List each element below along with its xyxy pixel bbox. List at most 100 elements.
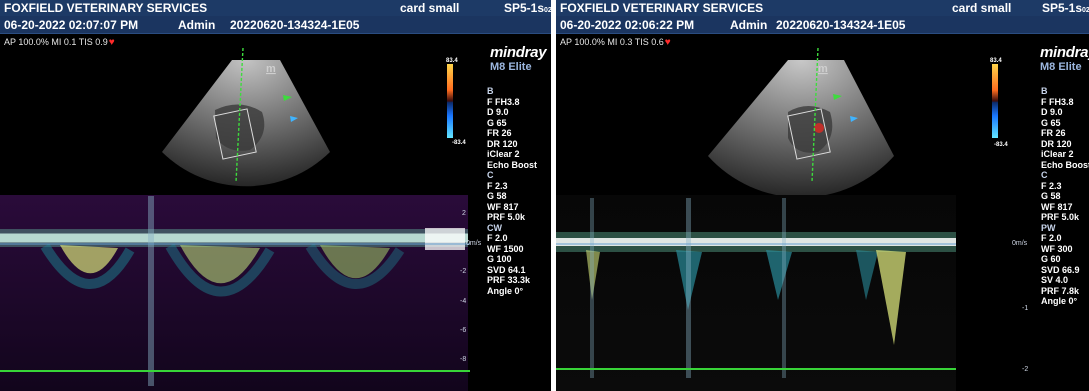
color-scale-bar (992, 64, 998, 138)
header-bar: FOXFIELD VETERINARY SERVICES card small … (0, 0, 551, 16)
exam-id: 20220620-134324-1E05 (230, 18, 360, 32)
param-item: PRF 5.0k (1041, 212, 1080, 222)
param-item: CW (487, 222, 502, 233)
param-item: F 2.0 (1041, 233, 1062, 243)
preset-label: card small (952, 1, 1012, 15)
subheader-bar: 06-20-2022 02:06:22 PM Admin 20220620-13… (556, 16, 1089, 34)
param-item: F 2.0 (487, 233, 508, 243)
scale-tick: 0m/s (466, 240, 482, 247)
param-item: DR 120 (1041, 138, 1072, 149)
param-item: DR 120 (487, 138, 518, 149)
scale-tick: -1 (1022, 305, 1029, 312)
brand-block: mindray M8 Elite (490, 44, 547, 73)
clinic-name: FOXFIELD VETERINARY SERVICES (560, 1, 764, 15)
green-marker-icon (833, 94, 842, 100)
right-ultrasound-panel: FOXFIELD VETERINARY SERVICES card small … (556, 0, 1089, 391)
bmode-chamber (215, 104, 265, 151)
scale-tick: 0m/s (1012, 240, 1028, 247)
param-item: iClear 2 (1041, 149, 1074, 159)
param-item: D 9.0 (1041, 107, 1063, 117)
cursor-line (235, 47, 244, 183)
probe-extra: 0220 (1082, 7, 1089, 14)
param-item: G 65 (1041, 117, 1061, 128)
heart-icon: ♥ (108, 37, 115, 48)
param-item: B (1041, 86, 1048, 96)
spectrum-traces (0, 196, 468, 386)
param-item: G 60 (1041, 254, 1061, 264)
bmode-chamber (788, 106, 833, 153)
param-item: F FH3.8 (487, 96, 520, 107)
operator: Admin (730, 18, 768, 32)
color-roi-box (213, 108, 257, 160)
brand-block: mindray M8 Elite (1040, 44, 1089, 73)
spectrum-traces (556, 198, 956, 378)
color-scale-bottom: -83.4 (452, 140, 466, 146)
preset-label: card small (400, 1, 460, 15)
param-item: PW (1041, 222, 1056, 233)
param-item: SVD 66.9 (1041, 264, 1080, 275)
color-scale-bar (447, 64, 453, 138)
sector-marker: m (818, 63, 828, 75)
color-flow-spot (814, 123, 824, 133)
clinic-name: FOXFIELD VETERINARY SERVICES (4, 1, 208, 15)
probe-extra: 0220 (544, 7, 551, 14)
probe-name: SP5-1s (1042, 1, 1083, 15)
param-item: Echo Boost (487, 159, 538, 170)
scale-tick: -8 (460, 356, 467, 363)
param-item: WF 1500 (487, 243, 524, 254)
param-item: Angle 0° (1041, 296, 1078, 306)
param-item: SV 4.0 (1041, 275, 1069, 285)
cursor-line (811, 47, 819, 183)
left-image-graphics: m (0, 47, 470, 391)
brand-logo: mindray (1040, 44, 1089, 61)
param-item: F 2.3 (1041, 180, 1062, 191)
color-scale-top: 83.4 (990, 58, 1002, 64)
param-item: PRF 7.8k (1041, 285, 1080, 296)
param-item: B (487, 86, 494, 96)
probe-name: SP5-1s (504, 1, 545, 15)
color-scale-top: 83.4 (446, 58, 458, 64)
header-bar: FOXFIELD VETERINARY SERVICES card small … (556, 0, 1089, 16)
param-item: WF 817 (487, 201, 519, 212)
scale-tick: -6 (460, 327, 467, 334)
param-item: C (1041, 170, 1048, 180)
blue-marker-icon (290, 116, 298, 122)
model-name: M8 Elite (1040, 61, 1082, 73)
scale-tick: -4 (460, 298, 467, 305)
imaging-params: B F FH3.8 D 9.0 G 65 FR 26 DR 120 iClear… (1041, 86, 1089, 307)
param-item: G 65 (487, 117, 507, 128)
param-item: G 58 (487, 191, 507, 201)
probe-label: SP5-1s0220 (1042, 1, 1089, 15)
param-item: C (487, 170, 494, 180)
acoustic-status-text: AP 100.0% MI 0.3 TIS 0.6 (560, 37, 664, 47)
param-item: FR 26 (487, 128, 512, 138)
param-item: G 100 (487, 254, 512, 264)
left-ultrasound-panel: FOXFIELD VETERINARY SERVICES card small … (0, 0, 551, 391)
operator: Admin (178, 18, 216, 32)
sector-marker: m (266, 63, 276, 75)
param-item: Echo Boost (1041, 159, 1089, 170)
acoustic-status: AP 100.0% MI 0.3 TIS 0.6♥ (560, 37, 671, 48)
param-item: PRF 5.0k (487, 212, 526, 222)
color-scale-bottom: -83.4 (994, 142, 1008, 148)
param-item: G 58 (1041, 191, 1061, 201)
param-item: F FH3.8 (1041, 96, 1074, 107)
param-item: WF 300 (1041, 243, 1073, 254)
param-item: PRF 33.3k (487, 275, 531, 285)
param-item: iClear 2 (487, 149, 520, 159)
scale-tick: -2 (460, 268, 467, 275)
imaging-params: B F FH3.8 D 9.0 G 65 FR 26 DR 120 iClear… (487, 86, 537, 296)
brand-logo: mindray (490, 44, 547, 61)
model-name: M8 Elite (490, 61, 532, 73)
heart-icon: ♥ (664, 37, 671, 48)
subheader-bar: 06-20-2022 02:07:07 PM Admin 20220620-13… (0, 16, 551, 34)
datetime: 06-20-2022 02:06:22 PM (560, 18, 695, 32)
param-item: D 9.0 (487, 107, 509, 117)
right-image-graphics: m (556, 47, 956, 391)
datetime: 06-20-2022 02:07:07 PM (4, 18, 139, 32)
param-item: WF 817 (1041, 201, 1073, 212)
param-item: SVD 64.1 (487, 264, 526, 275)
blue-marker-icon (850, 116, 858, 122)
acoustic-status: AP 100.0% MI 0.1 TIS 0.9♥ (4, 37, 115, 48)
param-item: Angle 0° (487, 285, 524, 296)
